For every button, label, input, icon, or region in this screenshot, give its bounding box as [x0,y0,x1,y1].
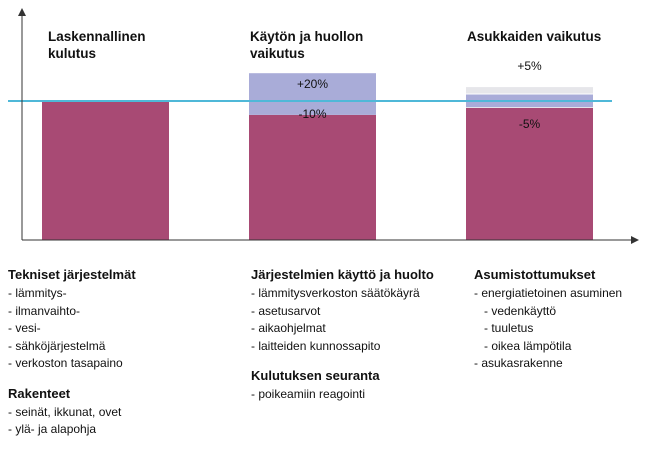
delta-down-label-3: -5% [519,117,541,131]
list-item: - ylä- ja alapohja [8,422,97,436]
bar-3-minus-band [466,107,593,108]
notes-1-list-2: - seinät, ikkunat, ovet - ylä- ja alapoh… [8,404,233,439]
list-item: - energiatietoinen asuminen [474,286,623,300]
category-title-3: Asukkaiden vaikutus [467,28,601,45]
notes-1-heading-1: Tekniset järjestelmät [8,267,136,282]
list-item: - oikea lämpötila [484,338,572,353]
notes-1-list-1: - lämmitys- - ilmanvaihto- - vesi- - säh… [8,285,233,373]
list-item: - vedenkäyttö [484,303,557,318]
notes-3-heading-1: Asumistottumukset [474,267,596,282]
list-item: - verkoston tasapaino [8,356,123,370]
category-title-2-line-2: vaikutus [250,46,305,61]
list-item: - asukasrakenne [474,356,563,370]
bars-group [42,73,593,240]
x-axis-arrow [631,236,639,244]
notes-3-list-1: - energiatietoinen asuminen - vedenkäytt… [474,285,659,373]
bar-1-base [42,101,169,240]
list-item: - lämmitys- [8,286,67,300]
category-title-2: Käytön ja huollon vaikutus [250,28,363,62]
list-item: - sähköjärjestelmä [8,338,106,353]
notes-column-3: Asumistottumukset - energiatietoinen asu… [474,266,659,385]
bar-2-base [249,114,376,240]
notes-2-heading-2: Kulutuksen seuranta [251,368,380,383]
list-item: - ilmanvaihto- [8,303,81,318]
chart-svg: +20% -10% +5% -5% [8,8,639,244]
list-item: - asetusarvot [251,303,321,318]
category-title-1-line-2: kulutus [48,46,97,61]
list-item: - laitteiden kunnossapito [251,338,381,353]
notes-2-list-1: - lämmitysverkoston säätökäyrä - asetusa… [251,285,461,355]
bar-3-band-light [466,87,593,95]
notes-2-heading-1: Järjestelmien käyttö ja huolto [251,267,434,282]
category-title-1: Laskennallinen kulutus [48,28,146,62]
notes-column-1: Tekniset järjestelmät - lämmitys- - ilma… [8,266,233,451]
notes-column-2: Järjestelmien käyttö ja huolto - lämmity… [251,266,461,416]
list-item: - tuuletus [484,321,534,335]
list-item: - lämmitysverkoston säätökäyrä [251,286,420,300]
delta-up-label-3: +5% [517,59,542,73]
notes-1-heading-2: Rakenteet [8,385,71,401]
list-item: - aikaohjelmat [251,321,326,335]
list-item: - poikeamiin reagointi [251,387,366,401]
notes-2-list-2: - poikeamiin reagointi [251,386,461,404]
category-title-3-line-1: Asukkaiden vaikutus [467,29,602,44]
bar-3-base [466,107,593,240]
delta-labels-group: +20% -10% +5% -5% [297,59,542,131]
bar-2-band [249,73,376,115]
list-item: - seinät, ikkunat, ovet [8,404,122,419]
category-title-2-line-1: Käytön ja huollon [250,29,364,44]
y-axis-arrow [18,8,26,16]
category-title-1-line-1: Laskennallinen [48,29,146,44]
delta-down-label-2: -10% [298,107,326,121]
delta-up-label-2: +20% [297,77,328,91]
list-item: - vesi- [8,321,41,335]
